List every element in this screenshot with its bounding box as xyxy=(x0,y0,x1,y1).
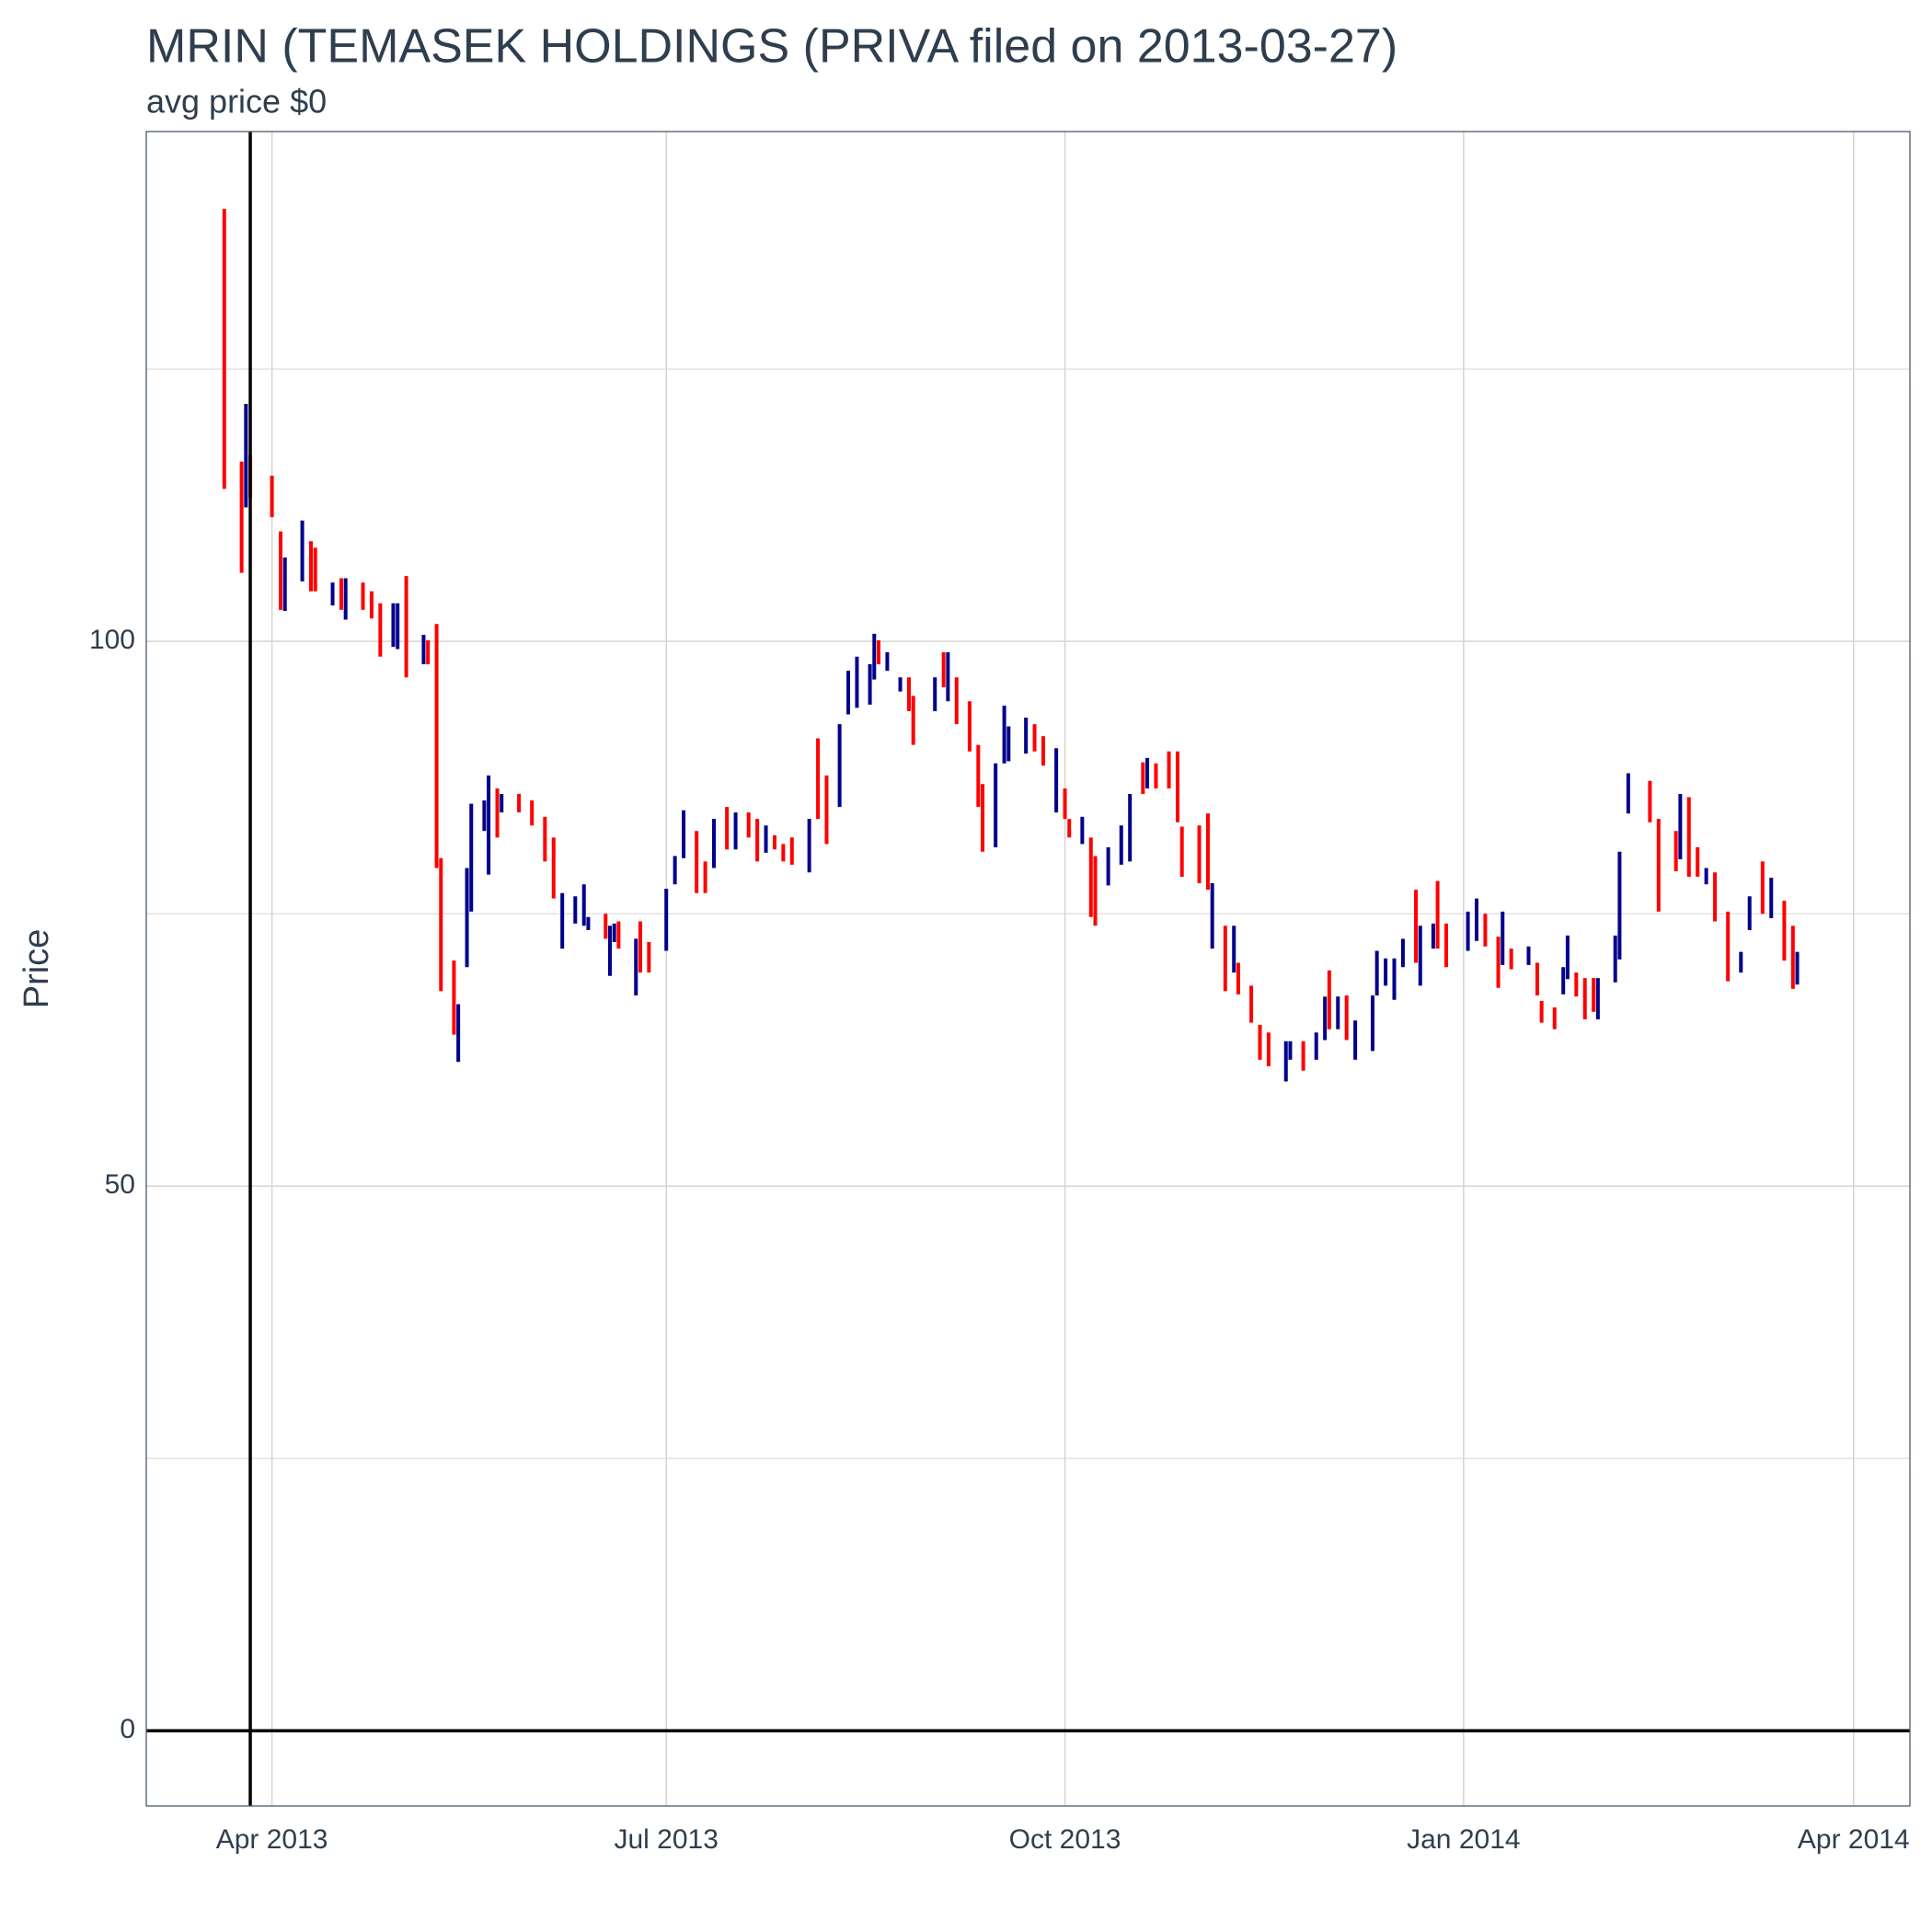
y-tick-label: 0 xyxy=(120,1714,135,1744)
y-axis-title: Price xyxy=(17,929,56,1009)
plot-area: 0 50 100 Apr 2013 Jul 2013 Oct 2013 Jan 2014 Ap… xyxy=(89,131,1911,1855)
x-tick-label: Apr 2013 xyxy=(216,1824,328,1855)
panel-border xyxy=(145,131,1911,1807)
x-tick-label: Apr 2014 xyxy=(1798,1824,1910,1855)
x-tick-label: Jul 2013 xyxy=(614,1824,718,1855)
x-tick-label: Oct 2013 xyxy=(1009,1824,1121,1855)
chart-title: MRIN (TEMASEK HOLDINGS (PRIVA filed on 2… xyxy=(146,20,1397,74)
chart-subtitle: avg price $0 xyxy=(146,83,327,121)
y-tick-label: 100 xyxy=(89,625,135,655)
y-tick-label: 50 xyxy=(105,1169,135,1200)
x-tick-label: Jan 2014 xyxy=(1407,1824,1520,1855)
